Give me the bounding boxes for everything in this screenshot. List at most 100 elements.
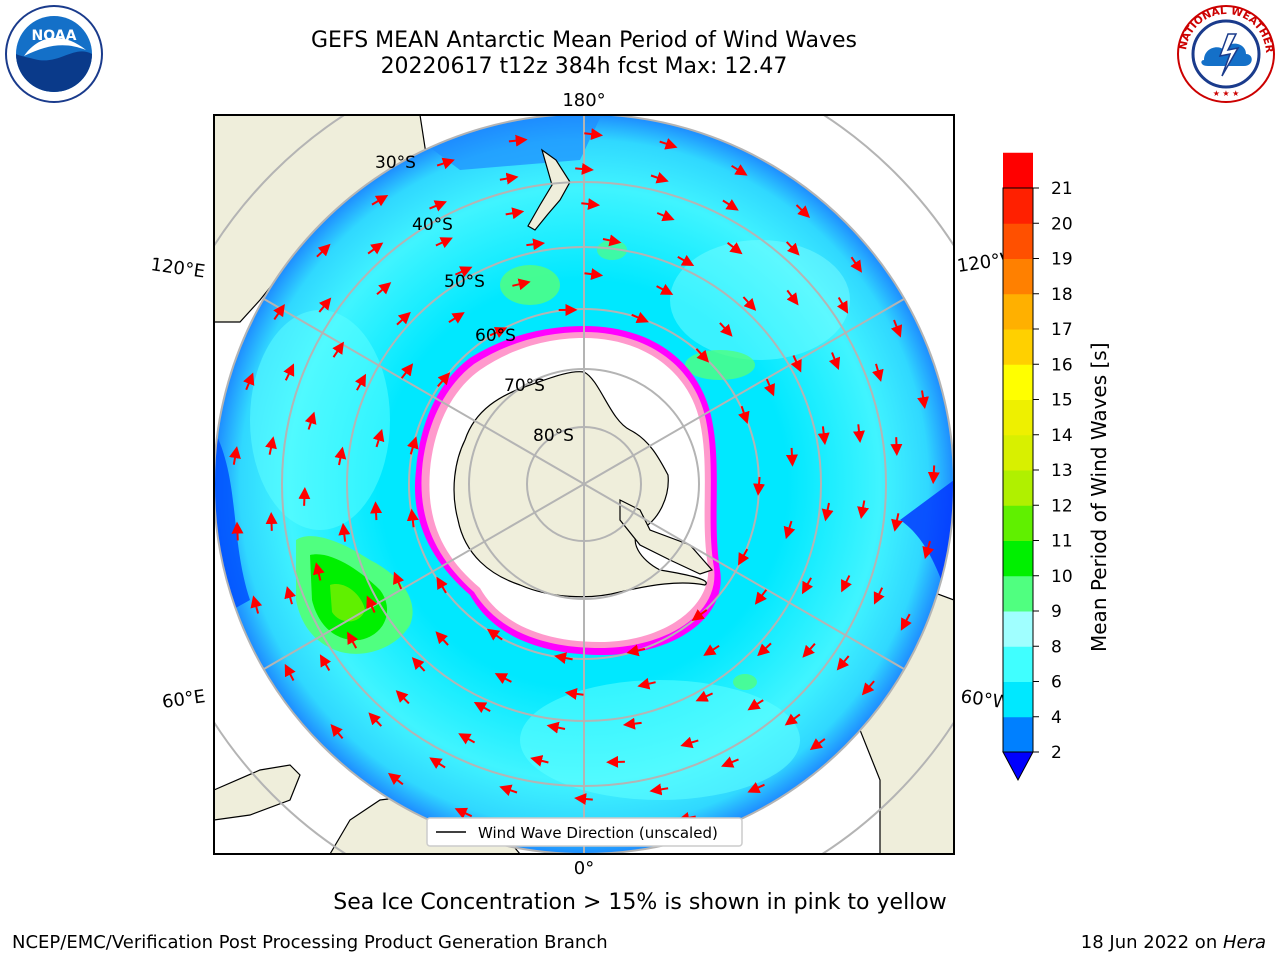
wave-direction-arrow [407, 436, 419, 455]
wave-direction-arrow [283, 363, 295, 381]
wave-direction-arrow [900, 613, 912, 631]
lat-label-60s: 60°S [475, 326, 516, 346]
wave-direction-arrow [284, 586, 296, 605]
wave-direction-arrow [656, 283, 674, 295]
wave-direction-arrow [584, 128, 604, 141]
wave-direction-arrow [695, 348, 710, 363]
wave-direction-arrow [691, 609, 708, 622]
wave-direction-arrow [836, 655, 850, 671]
wave-direction-arrow [231, 521, 244, 541]
wave-direction-arrow [429, 757, 446, 769]
map-layer [214, 115, 954, 854]
colorbar-tick-label: 14 [1051, 426, 1073, 446]
wave-direction-arrow [265, 436, 277, 455]
colorbar-band [1003, 470, 1033, 506]
wave-direction-arrow [505, 207, 525, 220]
wave-direction-arrow [753, 476, 765, 496]
wave-direction-arrow [574, 793, 593, 805]
wave-direction-arrow [319, 654, 332, 672]
colorbar-band [1003, 681, 1033, 718]
wave-direction-arrow [250, 595, 263, 614]
lon-label-0: 0° [574, 858, 594, 879]
wave-direction-arrow [785, 447, 798, 467]
wave-direction-arrow [229, 446, 241, 465]
lon-label-60e: 60°E [161, 686, 207, 713]
wave-direction-arrow [454, 807, 473, 819]
colorbar-tick-label: 6 [1051, 673, 1062, 693]
wave-direction-arrow [754, 589, 768, 605]
wave-direction-arrow [763, 378, 775, 397]
wave-direction-arrow [650, 171, 669, 184]
wind-wave-arrows [229, 128, 940, 839]
wave-direction-arrow [790, 354, 802, 373]
wave-direction-arrow [435, 237, 453, 249]
colorbar-band [1003, 646, 1033, 682]
wave-direction-arrow [659, 138, 678, 150]
colorbar-tick-label: 4 [1051, 708, 1062, 728]
colorbar-tick-label: 21 [1051, 179, 1073, 199]
colorbar-band [1003, 293, 1033, 330]
wave-direction-arrow [850, 256, 862, 273]
wave-direction-arrow [857, 500, 869, 520]
wave-direction-arrow [429, 200, 447, 212]
wave-direction-arrow [637, 677, 656, 690]
wave-direction-arrow [785, 241, 800, 256]
wave-direction-arrow [872, 363, 884, 382]
wave-direction-arrow [722, 199, 739, 211]
wave-direction-arrow [631, 311, 649, 323]
wave-direction-arrow [626, 644, 646, 657]
colorbar-band [1003, 152, 1033, 189]
wave-direction-arrow [809, 738, 826, 751]
colorbar-tick-label: 2 [1051, 743, 1062, 763]
colorbar-band [1003, 258, 1033, 295]
wave-direction-arrow [546, 721, 566, 734]
wave-direction-arrow [890, 319, 903, 338]
wave-direction-arrow [458, 733, 476, 745]
wave-direction-arrow [695, 690, 714, 702]
wave-direction-arrow [454, 266, 473, 278]
footer-right: 18 Jun 2022 on Hera [1081, 932, 1266, 953]
land-new-zealand [527, 148, 571, 231]
wave-direction-arrow [783, 520, 796, 540]
wave-direction-arrow [784, 713, 801, 726]
wave-direction-arrow [891, 513, 903, 532]
wave-direction-arrow [526, 238, 546, 251]
wave-direction-arrow [861, 680, 875, 696]
wave-direction-arrow [853, 424, 865, 443]
wave-direction-arrow [649, 783, 669, 796]
wave-direction-arrow [318, 297, 332, 313]
wave-direction-arrow [273, 303, 285, 320]
wave-direction-arrow [719, 322, 733, 337]
lat-label-50s: 50°S [444, 272, 485, 292]
wave-direction-arrow [448, 312, 465, 324]
colorbar-tick-label: 13 [1051, 461, 1073, 481]
wave-direction-arrow [622, 717, 642, 730]
wave-direction-arrow [347, 631, 359, 649]
wave-direction-arrow [435, 631, 449, 646]
wave-direction-arrow [473, 701, 491, 714]
footer-date: 18 Jun 2022 on [1080, 932, 1223, 953]
colorbar-band [1003, 223, 1033, 259]
wave-direction-arrow [387, 772, 404, 786]
wave-direction-arrow [841, 575, 852, 593]
wave-direction-arrow [656, 209, 675, 222]
wave-direction-arrow [395, 690, 410, 705]
wave-direction-arrow [584, 268, 604, 281]
wave-direction-arrow [338, 522, 351, 542]
wave-direction-arrow [499, 784, 518, 797]
wave-direction-arrow [243, 372, 255, 391]
wave-direction-arrow [890, 437, 903, 456]
wave-direction-arrow [372, 428, 385, 448]
wave-direction-arrow [400, 363, 414, 379]
map-legend: Wind Wave Direction (unscaled) [426, 817, 743, 847]
wave-direction-arrow [564, 687, 584, 700]
colorbar-band [1003, 434, 1033, 471]
colorbar-tick-label: 15 [1051, 391, 1073, 411]
wave-direction-arrow [406, 508, 419, 528]
wave-direction-arrow [742, 296, 757, 311]
wave-direction-arrow [508, 134, 528, 147]
wave-direction-arrow [371, 194, 389, 207]
wave-direction-arrow [436, 576, 448, 594]
wave-direction-arrow [786, 289, 799, 306]
